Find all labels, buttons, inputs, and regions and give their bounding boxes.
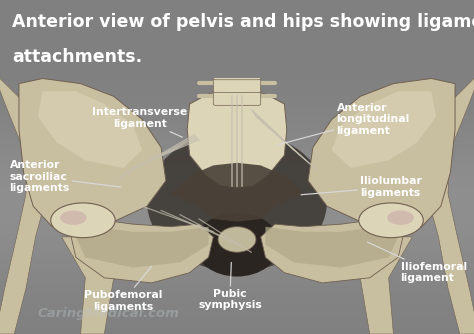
Polygon shape	[76, 227, 209, 268]
Polygon shape	[38, 91, 142, 168]
Ellipse shape	[194, 213, 280, 277]
Text: Anterior
sacroiliac
ligaments: Anterior sacroiliac ligaments	[9, 160, 121, 193]
Text: attachments.: attachments.	[12, 47, 142, 65]
Text: Pubofemoral
ligaments: Pubofemoral ligaments	[84, 266, 163, 312]
Polygon shape	[427, 78, 474, 334]
Ellipse shape	[147, 131, 327, 272]
Polygon shape	[265, 227, 398, 268]
Circle shape	[359, 203, 423, 238]
Circle shape	[387, 211, 414, 225]
Polygon shape	[0, 78, 47, 334]
Text: Iliolumbar
ligaments: Iliolumbar ligaments	[301, 176, 422, 198]
FancyBboxPatch shape	[213, 73, 261, 93]
FancyBboxPatch shape	[213, 60, 261, 80]
Text: Intertransverse
ligament: Intertransverse ligament	[92, 107, 187, 137]
Circle shape	[60, 211, 87, 225]
Polygon shape	[332, 91, 436, 168]
Polygon shape	[360, 237, 412, 334]
Polygon shape	[187, 89, 287, 188]
Polygon shape	[308, 78, 455, 232]
Text: Anterior
longitudinal
ligament: Anterior longitudinal ligament	[277, 103, 410, 145]
Ellipse shape	[218, 227, 256, 252]
FancyBboxPatch shape	[213, 86, 261, 105]
Circle shape	[51, 203, 115, 238]
Text: CaringMedical.com: CaringMedical.com	[38, 307, 180, 320]
Polygon shape	[261, 219, 403, 283]
Text: Iliofemoral
ligament: Iliofemoral ligament	[367, 242, 467, 284]
Polygon shape	[71, 219, 213, 283]
Polygon shape	[19, 78, 166, 232]
Text: Anterior view of pelvis and hips showing ligament: Anterior view of pelvis and hips showing…	[12, 13, 474, 31]
Polygon shape	[62, 237, 114, 334]
Polygon shape	[171, 163, 303, 221]
Text: Pubic
symphysis: Pubic symphysis	[198, 263, 262, 310]
